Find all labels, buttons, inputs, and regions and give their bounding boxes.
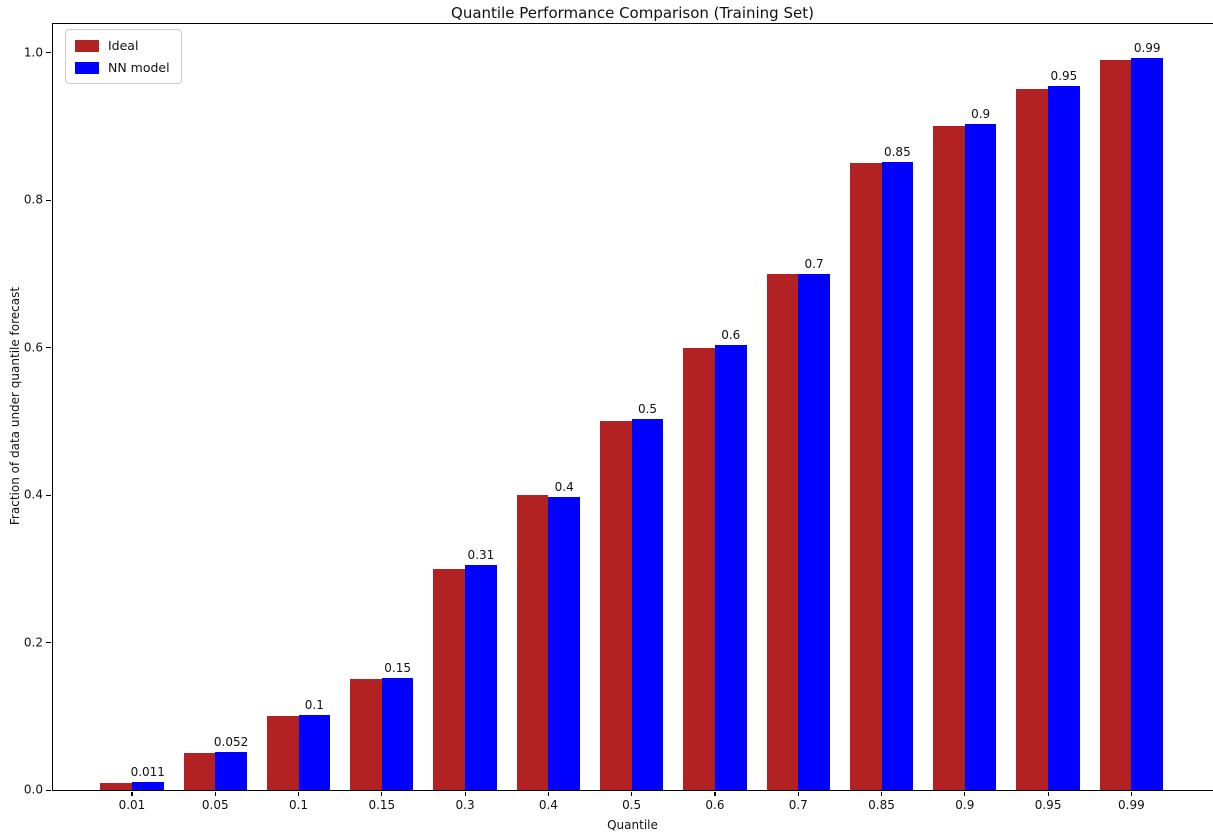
legend-item: NN model <box>75 60 170 75</box>
bar-ideal[interactable] <box>516 495 549 790</box>
x-tick-mark <box>297 792 300 796</box>
y-axis-line <box>52 23 53 791</box>
bar-value-label: 0.4 <box>554 480 574 495</box>
bar-ideal[interactable] <box>683 347 715 790</box>
bar-nn-model[interactable] <box>465 565 497 790</box>
bar-ideal[interactable] <box>266 716 299 790</box>
x-tick-mark <box>214 792 216 796</box>
y-tick-label: 0.4 <box>23 487 43 502</box>
bar-value-label: 0.85 <box>883 145 911 160</box>
bar-nn-model[interactable] <box>215 751 247 790</box>
y-tick-label: 1.0 <box>23 45 43 60</box>
y-tick-label: 0.0 <box>23 782 43 797</box>
bar-nn-model[interactable] <box>298 714 331 790</box>
bar-nn-model[interactable] <box>798 273 830 790</box>
y-tick-mark <box>46 494 51 496</box>
bar-nn-model[interactable] <box>548 497 581 790</box>
x-tick-mark <box>1130 792 1132 796</box>
x-tick-label: 0.1 <box>288 798 309 812</box>
y-tick-mark <box>46 789 51 791</box>
bar-value-label: 0.15 <box>384 660 411 675</box>
x-tick-mark <box>631 792 633 796</box>
legend-item-label: Ideal <box>108 38 139 53</box>
bar-ideal[interactable] <box>766 273 799 790</box>
x-tick-label: 0.9 <box>955 798 975 812</box>
y-axis-label: Fraction of data under quantile forecast <box>8 286 22 526</box>
bar-ideal[interactable] <box>350 679 382 790</box>
x-tick-mark <box>1047 792 1049 796</box>
x-tick-mark <box>547 792 549 796</box>
bar-value-label: 0.7 <box>804 256 824 271</box>
bar-nn-model[interactable] <box>714 344 747 790</box>
bar-nn-model[interactable] <box>881 162 914 790</box>
bar-ideal[interactable] <box>1099 59 1132 790</box>
x-tick-mark <box>880 792 883 796</box>
x-tick-label: 0.95 <box>1034 798 1062 812</box>
x-tick-label: 0.5 <box>622 798 642 812</box>
x-tick-mark <box>797 792 799 796</box>
x-tick-mark <box>464 792 466 796</box>
bar-ideal[interactable] <box>600 421 632 790</box>
bar-value-label: 0.1 <box>304 697 324 712</box>
plot-area: Ideal NN model 0.0 0.2 0.4 0.6 0.8 1.0 0.01 0.01… <box>24 23 1213 812</box>
legend-item-label: NN model <box>108 60 170 75</box>
x-tick-mark <box>714 792 716 796</box>
legend-item: Ideal <box>75 38 170 53</box>
bar-value-label: 0.99 <box>1133 41 1161 56</box>
y-tick-mark <box>46 52 51 54</box>
bar-nn-model[interactable] <box>1048 86 1080 790</box>
y-tick-mark <box>46 642 51 644</box>
bar-value-label: 0.9 <box>971 107 991 122</box>
legend: Ideal NN model <box>65 29 182 84</box>
bar-ideal[interactable] <box>100 782 132 790</box>
bar-value-label: 0.31 <box>467 548 495 563</box>
x-tick-label: 0.6 <box>705 798 725 812</box>
y-tick-mark <box>46 199 51 201</box>
x-tick-label: 0.99 <box>1118 798 1145 812</box>
x-tick-label: 0.3 <box>455 798 475 812</box>
legend-swatch <box>75 39 99 52</box>
bar-nn-model[interactable] <box>1131 58 1164 790</box>
bar-nn-model[interactable] <box>964 124 997 790</box>
x-tick-label: 0.7 <box>788 798 808 812</box>
bar-value-label: 0.011 <box>130 764 165 779</box>
legend-swatch <box>75 61 99 74</box>
x-tick-mark <box>131 792 133 796</box>
x-tick-label: 0.85 <box>868 798 895 812</box>
bar-nn-model[interactable] <box>631 419 664 790</box>
bar-ideal[interactable] <box>433 568 466 790</box>
bar-ideal[interactable] <box>183 753 216 790</box>
y-tick-label: 0.2 <box>23 635 43 650</box>
top-spine <box>52 23 1213 24</box>
bar-ideal[interactable] <box>849 163 882 790</box>
x-axis-label: Quantile <box>607 818 658 832</box>
bar-value-label: 0.6 <box>721 327 741 342</box>
x-axis-line <box>52 790 1213 791</box>
x-tick-label: 0.4 <box>538 798 558 812</box>
bar-ideal[interactable] <box>933 126 965 790</box>
x-tick-label: 0.01 <box>118 798 146 812</box>
x-tick-label: 0.05 <box>201 798 229 812</box>
y-tick-label: 0.8 <box>23 192 43 207</box>
x-tick-mark <box>381 792 383 796</box>
y-tick-mark <box>46 347 51 349</box>
bar-value-label: 0.5 <box>637 402 658 417</box>
bar-value-label: 0.95 <box>1050 69 1078 84</box>
bar-ideal[interactable] <box>1016 89 1049 790</box>
chart-title: Quantile Performance Comparison (Trainin… <box>451 4 814 22</box>
bar-value-label: 0.052 <box>213 734 249 749</box>
bar-nn-model[interactable] <box>131 781 164 790</box>
bar-nn-model[interactable] <box>381 677 414 790</box>
x-tick-mark <box>964 792 966 796</box>
y-tick-label: 0.6 <box>23 340 43 355</box>
x-tick-label: 0.15 <box>368 798 396 812</box>
